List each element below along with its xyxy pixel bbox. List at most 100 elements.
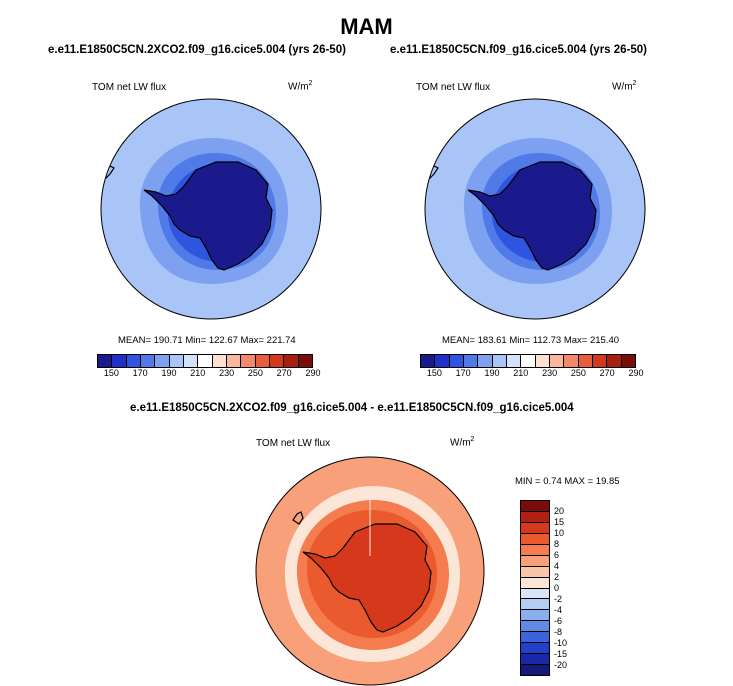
colorbar-swatch [435,355,450,367]
bottom-colorbar: 20 15 10 8 6 4 2 0 -2 -4 -6 -8 -10 -15 -20 [520,500,584,676]
colorbar-swatch [521,665,549,675]
colorbar-tick-label: 2 [554,572,560,582]
colorbar-tick-label: 150 [426,368,442,378]
top-left-stats: MEAN= 190.71 Min= 122.67 Max= 221.74 [118,335,296,346]
colorbar-tick-label: 230 [219,368,235,378]
colorbar-tick-label: 290 [305,368,321,378]
bottom-variable-label: TOM net LW flux [256,438,331,449]
antarctica-landmass [143,161,273,271]
colorbar-swatch [521,621,549,633]
top-right-variable-label: TOM net LW flux [416,82,491,93]
colorbar-swatch [241,355,256,367]
colorbar-swatch [198,355,213,367]
top-left-colorbar: 150 170 190 210 230 250 270 290 [97,354,321,380]
colorbar-tick-label: 20 [554,506,565,516]
colorbar-tick-label: 0 [554,583,560,593]
colorbar-tick-label: 190 [484,368,500,378]
colorbar-swatches [520,500,550,676]
colorbar-tick-label: 170 [455,368,471,378]
colorbar-swatch [421,355,436,367]
map-border [255,456,485,686]
colorbar-swatch [449,355,464,367]
colorbar-swatch [521,511,549,523]
colorbar-tick-label: -6 [554,616,563,626]
top-left-units-label: W/m2 [288,80,313,93]
top-right-units-label: W/m2 [612,80,637,93]
colorbar-swatch [298,355,312,367]
top-right-colorbar: 150 170 190 210 230 250 270 290 [420,354,644,380]
colorbar-tick-label: -4 [554,605,563,615]
colorbar-swatch [521,566,549,578]
colorbar-swatch [521,588,549,600]
colorbar-swatch [607,355,622,367]
colorbar-ticks: 20 15 10 8 6 4 2 0 -2 -4 -6 -8 -10 -15 -20 [554,500,584,676]
colorbar-swatch [478,355,493,367]
colorbar-swatch [592,355,608,367]
colorbar-swatch [521,610,549,622]
colorbar-swatch [521,544,549,556]
colorbar-tick-label: 4 [554,561,560,571]
top-left-case-title: e.e11.E1850C5CN.2XCO2.f09_g16.cice5.004 … [48,44,346,56]
colorbar-swatches [420,354,636,368]
colorbar-tick-label: 290 [628,368,644,378]
colorbar-swatch [521,632,549,644]
colorbar-tick-label: -20 [554,660,568,670]
colorbar-swatch [155,355,170,367]
colorbar-tick-label: 210 [190,368,206,378]
colorbar-swatch [621,355,635,367]
colorbar-tick-label: 230 [542,368,558,378]
colorbar-swatch [269,355,285,367]
map-border [424,98,646,320]
colorbar-tick-label: 270 [276,368,292,378]
colorbar-swatch [521,643,549,655]
colorbar-swatch [212,355,227,367]
colorbar-tick-label: 250 [570,368,586,378]
bottom-stats: MIN = 0.74 MAX = 19.85 [515,476,620,487]
colorbar-swatch [463,355,479,367]
colorbar-swatch [112,355,127,367]
colorbar-swatch [521,522,549,534]
colorbar-swatch [578,355,593,367]
colorbar-swatch [521,555,549,567]
colorbar-swatch [564,355,579,367]
colorbar-tick-label: 8 [554,539,560,549]
colorbar-tick-label: 170 [132,368,148,378]
colorbar-swatches [97,354,313,368]
colorbar-swatch [521,355,536,367]
colorbar-tick-label: 270 [599,368,615,378]
colorbar-swatch [169,355,184,367]
colorbar-tick-label: 150 [103,368,119,378]
colorbar-swatch [226,355,242,367]
colorbar-tick-label: 10 [554,528,565,538]
colorbar-swatch [98,355,113,367]
colorbar-tick-label: -10 [554,638,568,648]
colorbar-swatch [521,654,549,666]
colorbar-swatch [255,355,270,367]
top-right-case-title: e.e11.E1850C5CN.f09_g16.cice5.004 (yrs 2… [390,44,648,56]
colorbar-swatch [521,577,549,589]
top-left-polar-map [100,98,322,320]
colorbar-tick-label: 250 [247,368,263,378]
colorbar-swatch [140,355,156,367]
top-right-polar-map [424,98,646,320]
map-border [100,98,322,320]
colorbar-swatch [549,355,565,367]
colorbar-tick-label: 15 [554,517,565,527]
antarctica-landmass [467,161,597,271]
colorbar-ticks: 150 170 190 210 230 250 270 290 [420,368,644,380]
bottom-case-title: e.e11.E1850C5CN.2XCO2.f09_g16.cice5.004 … [130,402,574,414]
top-right-stats: MEAN= 183.61 Min= 112.73 Max= 215.40 [442,335,620,346]
colorbar-swatch [521,533,549,545]
antarctica-landmass [302,523,432,633]
colorbar-tick-label: -2 [554,594,563,604]
colorbar-swatch [492,355,507,367]
page-title: MAM [340,14,393,39]
colorbar-tick-label: 190 [161,368,177,378]
colorbar-tick-label: 6 [554,550,560,560]
colorbar-tick-label: 210 [513,368,529,378]
colorbar-ticks: 150 170 190 210 230 250 270 290 [97,368,321,380]
colorbar-swatch [521,501,549,512]
colorbar-tick-label: -8 [554,627,563,637]
colorbar-swatch [521,599,549,611]
colorbar-swatch [506,355,522,367]
